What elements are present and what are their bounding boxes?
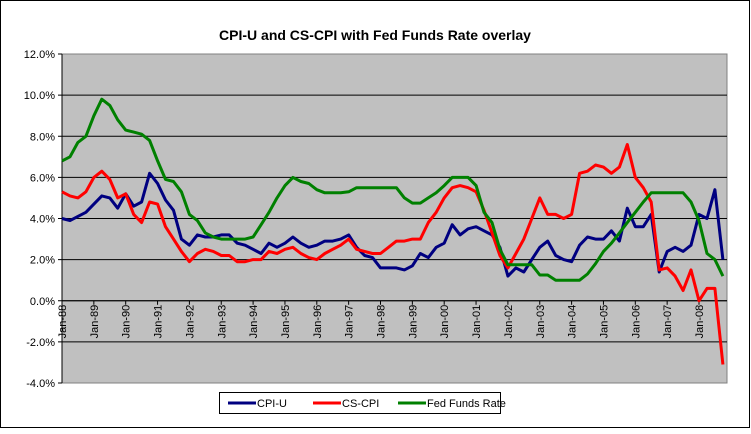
series-line-cs-cpi bbox=[61, 143, 725, 365]
x-tick-label: Jan-04 bbox=[567, 305, 579, 339]
y-tick-label: 4.0% bbox=[30, 214, 55, 226]
legend-item: Fed Funds Rate bbox=[398, 398, 506, 410]
x-tick-label: Jan-99 bbox=[407, 305, 419, 339]
series-line-cpi-u bbox=[61, 171, 725, 278]
x-tick-label: Jan-88 bbox=[57, 305, 69, 339]
legend-label: CPI-U bbox=[257, 398, 287, 410]
x-tick-label: Jan-96 bbox=[312, 305, 324, 339]
legend-label: Fed Funds Rate bbox=[427, 398, 506, 410]
x-tick-label: Jan-92 bbox=[184, 305, 196, 339]
x-tick-label: Jan-05 bbox=[598, 305, 610, 339]
x-tick-label: Jan-94 bbox=[248, 305, 260, 339]
series-line-fed-funds-rate bbox=[61, 97, 725, 282]
x-tick-label: Jan-97 bbox=[344, 305, 356, 339]
x-tick-label: Jan-89 bbox=[89, 305, 101, 339]
legend-item: CS-CPI bbox=[313, 398, 379, 410]
x-tick-label: Jan-02 bbox=[503, 305, 515, 339]
legend: CPI-U CS-CPI Fed Funds Rate bbox=[219, 392, 506, 414]
y-tick-label: 0.0% bbox=[30, 296, 55, 308]
y-tick-label: -4.0% bbox=[26, 378, 55, 390]
chart-title: CPI-U and CS-CPI with Fed Funds Rate ove… bbox=[219, 27, 531, 43]
x-tick-label: Jan-90 bbox=[121, 305, 133, 339]
x-tick-label: Jan-95 bbox=[280, 305, 292, 339]
x-tick-label: Jan-07 bbox=[662, 305, 674, 339]
x-tick-label: Jan-93 bbox=[216, 305, 228, 339]
legend-item: CPI-U bbox=[228, 398, 287, 410]
x-tick-label: Jan-91 bbox=[153, 305, 165, 339]
y-tick-label: 6.0% bbox=[30, 172, 55, 184]
x-tick-label: Jan-06 bbox=[630, 305, 642, 339]
x-tick-label: Jan-00 bbox=[439, 305, 451, 339]
y-tick-label: 8.0% bbox=[30, 131, 55, 143]
legend-label: CS-CPI bbox=[342, 398, 379, 410]
x-tick-label: Jan-01 bbox=[471, 305, 483, 339]
y-tick-label: 10.0% bbox=[24, 90, 55, 102]
y-tick-label: 2.0% bbox=[30, 255, 55, 267]
y-tick-label: -2.0% bbox=[26, 337, 55, 349]
x-tick-label: Jan-08 bbox=[694, 305, 706, 339]
x-tick-label: Jan-03 bbox=[535, 305, 547, 339]
x-tick-label: Jan-98 bbox=[376, 305, 388, 339]
y-tick-label: 12.0% bbox=[24, 49, 55, 61]
